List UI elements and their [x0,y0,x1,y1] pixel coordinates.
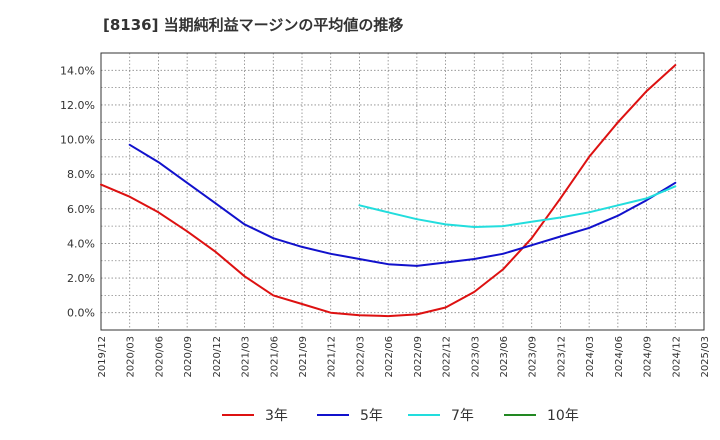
x-tick-label: 2024/12 [671,336,682,378]
x-tick-label: 2024/03 [585,336,596,378]
x-tick-label: 2021/12 [327,336,338,378]
x-tick-label: 2020/12 [212,336,223,378]
y-tick-label: 2.0% [67,272,95,285]
series-line-2 [128,143,677,267]
legend-label-4: 10年 [547,408,579,424]
legend-label-3: 7年 [451,408,474,424]
chart-title: [8136] 当期純利益マージンの平均値の推移 [103,16,404,34]
y-tick-label: 14.0% [60,64,95,77]
x-tick-label: 2023/09 [528,336,539,378]
x-tick-label: 2024/09 [643,336,654,378]
x-tick-label: 2023/06 [499,336,510,378]
y-tick-label: 6.0% [67,203,95,216]
plot-frame [100,52,705,331]
y-tick-label: 10.0% [60,134,95,147]
y-tick-label: 0.0% [67,307,95,320]
x-tick-label: 2021/06 [269,336,280,378]
x-tick-label: 2020/09 [183,336,194,378]
legend-label-2: 5年 [360,408,383,424]
x-tick-label: 2021/03 [241,336,252,378]
x-tick-label: 2024/06 [614,336,625,378]
x-tick-label: 2021/09 [298,336,309,378]
x-tick-label: 2025/03 [700,336,711,378]
legend-label-1: 3年 [265,408,288,424]
x-tick-label: 2022/12 [442,336,453,378]
x-tick-label: 2019/12 [97,336,108,378]
x-tick-label: 2022/03 [355,336,366,378]
x-tick-label: 2022/09 [413,336,424,378]
x-tick-label: 2023/03 [470,336,481,378]
y-tick-label: 12.0% [60,99,95,112]
series-line-3 [358,185,677,228]
x-tick-label: 2022/06 [384,336,395,378]
x-tick-label: 2020/03 [126,336,137,378]
y-tick-label: 4.0% [67,237,95,250]
series-line-1 [100,64,677,318]
x-tick-label: 2023/12 [556,336,567,378]
x-tick-label: 2020/06 [154,336,165,378]
y-tick-label: 8.0% [67,168,95,181]
